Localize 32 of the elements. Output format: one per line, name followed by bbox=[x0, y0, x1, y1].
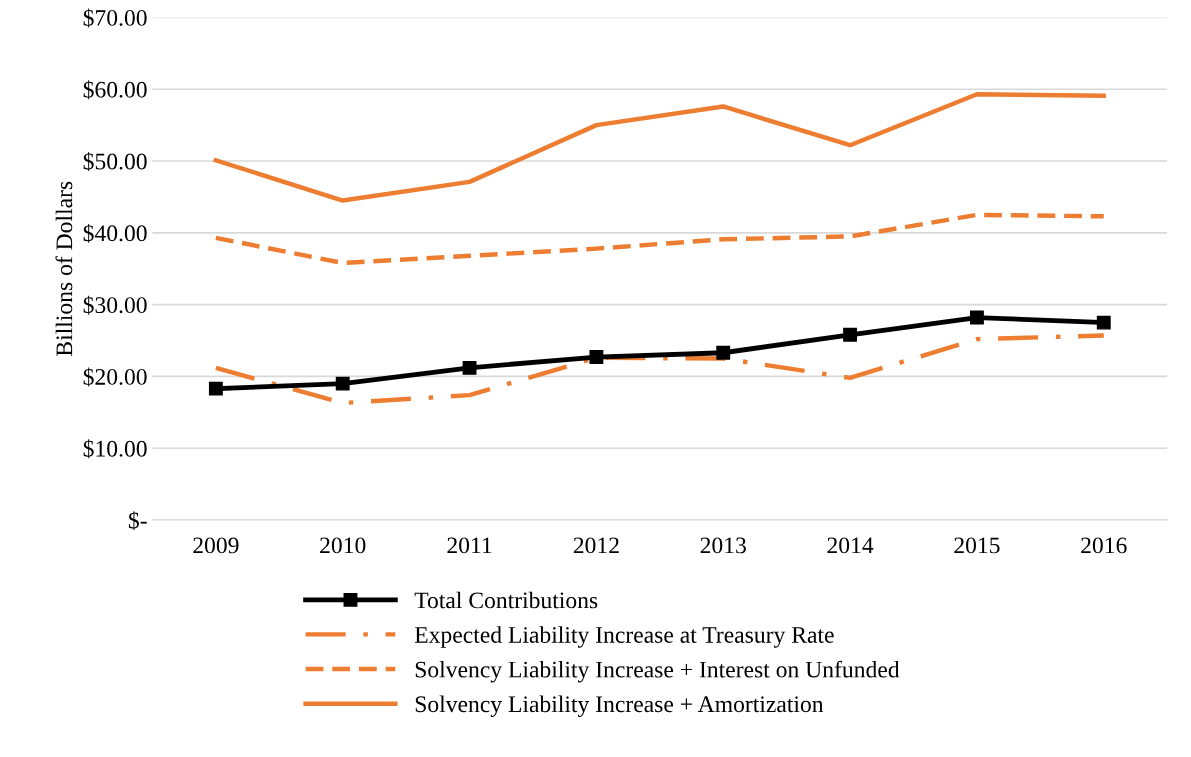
y-tick-label: $50.00 bbox=[83, 152, 147, 172]
line-series bbox=[213, 212, 1106, 266]
x-tick-label: 2009 bbox=[193, 537, 239, 554]
legend-label: Expected Liability Increase at Treasury Rate bbox=[414, 626, 834, 648]
line-series bbox=[213, 333, 1106, 406]
y-tick-label: $40.00 bbox=[83, 223, 147, 243]
point bbox=[208, 381, 223, 396]
x-tick-label: 2014 bbox=[827, 537, 874, 554]
point bbox=[716, 345, 731, 360]
x-tick-label: 2012 bbox=[573, 537, 619, 554]
x-tick-label: 2013 bbox=[700, 537, 746, 554]
x-tick-label: 2010 bbox=[320, 537, 366, 554]
line-series bbox=[213, 92, 1106, 203]
legend-label: Solvency Liability Increase + Amortization bbox=[415, 695, 824, 718]
x-tick-label: 2011 bbox=[447, 537, 492, 554]
point bbox=[589, 350, 604, 365]
y-tick-label: $70.00 bbox=[83, 8, 147, 28]
point bbox=[335, 376, 350, 391]
x-tick-label: 2015 bbox=[954, 537, 1000, 554]
point bbox=[462, 360, 477, 375]
point bbox=[843, 327, 858, 342]
y-tick-label: $30.00 bbox=[83, 295, 147, 315]
y-tick-label: $10.00 bbox=[83, 439, 147, 459]
point bbox=[969, 310, 984, 325]
point bbox=[1096, 315, 1111, 330]
y-tick-label: $60.00 bbox=[83, 80, 147, 100]
legend-label: Solvency Liability Increase + Interest on Unfunded bbox=[415, 660, 900, 683]
y-tick-label: $20.00 bbox=[83, 367, 147, 387]
x-tick-label: 2016 bbox=[1081, 537, 1127, 554]
y-tick-label: $- bbox=[128, 511, 147, 531]
legend-label: Total Contributions bbox=[414, 591, 598, 609]
y-axis-title: Billions of Dollars bbox=[55, 181, 73, 356]
